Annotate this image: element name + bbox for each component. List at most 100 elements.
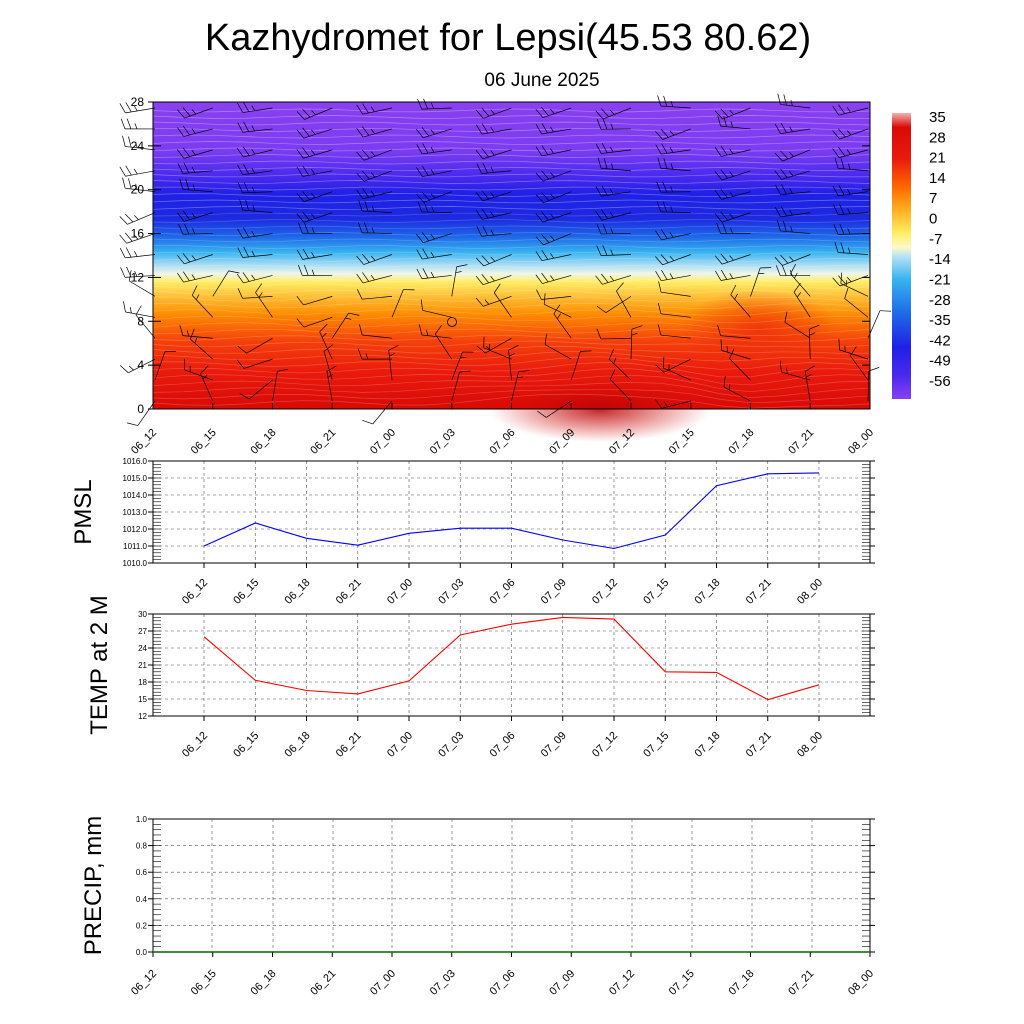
barb-flag bbox=[370, 106, 375, 112]
barb-flag bbox=[610, 123, 614, 130]
barb-flag bbox=[544, 333, 548, 345]
barb-flag bbox=[120, 118, 126, 130]
wind-barbs bbox=[119, 93, 891, 426]
barb-flag bbox=[179, 178, 184, 190]
barb-flag bbox=[191, 255, 196, 261]
barb-flag bbox=[670, 206, 674, 213]
barb-flag bbox=[459, 370, 471, 373]
barb-flag bbox=[729, 255, 734, 261]
y-tick-label: 12 bbox=[138, 712, 147, 721]
colorbar-label: 35 bbox=[929, 109, 946, 126]
barb-flag bbox=[541, 250, 549, 260]
barb-flag bbox=[122, 177, 126, 189]
isotherm-line bbox=[152, 264, 871, 269]
barb-flag bbox=[804, 365, 815, 372]
barb-staff bbox=[183, 275, 213, 283]
barb-staff bbox=[660, 313, 691, 318]
isotherm-line bbox=[152, 167, 871, 171]
barb-staff bbox=[423, 233, 452, 244]
barb-flag bbox=[182, 107, 191, 117]
barb-staff bbox=[542, 107, 572, 118]
barb-flag bbox=[846, 188, 851, 195]
barb-flag bbox=[657, 303, 662, 314]
barb-flag bbox=[596, 223, 602, 235]
barb-flag bbox=[421, 127, 430, 137]
surface-hot-spot bbox=[490, 378, 710, 442]
wind-barb bbox=[834, 157, 869, 172]
wind-barb bbox=[476, 225, 512, 237]
barb-flag bbox=[535, 236, 544, 246]
wind-barb bbox=[122, 135, 156, 151]
wind-barb bbox=[119, 247, 156, 259]
barb-flag bbox=[365, 353, 369, 360]
wind-barb bbox=[296, 248, 333, 260]
barb-flag bbox=[251, 125, 255, 132]
barb-flag bbox=[868, 367, 880, 372]
barb-flag bbox=[601, 142, 608, 153]
barb-flag bbox=[595, 275, 603, 285]
barb-flag bbox=[302, 108, 311, 118]
isotherm-line bbox=[152, 121, 871, 126]
wind-barb bbox=[184, 358, 213, 381]
barb-flag bbox=[535, 213, 544, 223]
barb-staff bbox=[125, 311, 156, 318]
barb-flag bbox=[186, 330, 190, 337]
barb-staff bbox=[661, 400, 691, 409]
colorbar-labels: 35 28 21 14 7 0 -7 -14 -21 -28 -35 -42 -49 -56 bbox=[929, 109, 951, 390]
barb-staff bbox=[782, 149, 811, 162]
barb-flag bbox=[236, 359, 245, 369]
barb-staff bbox=[303, 316, 333, 328]
barb-flag bbox=[311, 149, 316, 156]
barb-flag bbox=[722, 222, 727, 234]
barb-staff bbox=[660, 105, 691, 109]
barb-flag bbox=[484, 299, 490, 305]
isotherm-contours bbox=[152, 108, 871, 409]
barb-flag bbox=[832, 105, 840, 116]
barb-staff bbox=[663, 367, 691, 381]
barb-flag bbox=[481, 123, 489, 134]
barb-flag bbox=[847, 228, 851, 235]
barb-flag bbox=[430, 129, 435, 135]
barb-flag bbox=[423, 201, 429, 213]
panel-frame bbox=[152, 460, 871, 564]
barb-flag bbox=[416, 268, 423, 279]
barb-staff bbox=[605, 296, 632, 313]
x-tick-label: 07_03 bbox=[436, 577, 466, 607]
barb-flag bbox=[191, 109, 197, 115]
barb-flag bbox=[596, 328, 602, 340]
barb-flag bbox=[720, 188, 728, 199]
wind-barb bbox=[535, 123, 572, 135]
barb-flag bbox=[421, 191, 430, 201]
barb-staff bbox=[729, 358, 751, 381]
barb-flag bbox=[356, 128, 364, 138]
y-tick-label: 1011.0 bbox=[123, 542, 147, 551]
wind-barb bbox=[119, 212, 156, 225]
barb-staff bbox=[249, 379, 273, 400]
barb-flag bbox=[236, 273, 244, 284]
wind-barb bbox=[356, 149, 393, 161]
barb-flag bbox=[518, 370, 530, 373]
series-line bbox=[203, 472, 820, 550]
wind-barb bbox=[120, 118, 156, 130]
wind-barb bbox=[323, 344, 334, 381]
isotherm-line bbox=[152, 271, 871, 275]
barb-staff bbox=[362, 232, 393, 234]
wind-barb bbox=[655, 229, 691, 241]
barb-flag bbox=[490, 211, 495, 217]
barb-staff bbox=[780, 191, 811, 196]
barb-flag bbox=[655, 256, 663, 266]
barb-staff bbox=[542, 275, 572, 284]
y-tick-label: 12 bbox=[131, 270, 145, 284]
wind-barb bbox=[570, 350, 592, 381]
barb-flag bbox=[475, 109, 484, 119]
barb-flag bbox=[720, 145, 728, 156]
barb-staff bbox=[720, 335, 751, 339]
barb-flag bbox=[296, 249, 303, 260]
barb-flag bbox=[475, 192, 484, 202]
barb-staff bbox=[128, 358, 156, 374]
barb-flag bbox=[840, 272, 843, 284]
barb-flag bbox=[243, 101, 250, 112]
barb-flag bbox=[541, 107, 549, 116]
wind-barb bbox=[596, 296, 632, 313]
barb-flag bbox=[481, 208, 489, 219]
